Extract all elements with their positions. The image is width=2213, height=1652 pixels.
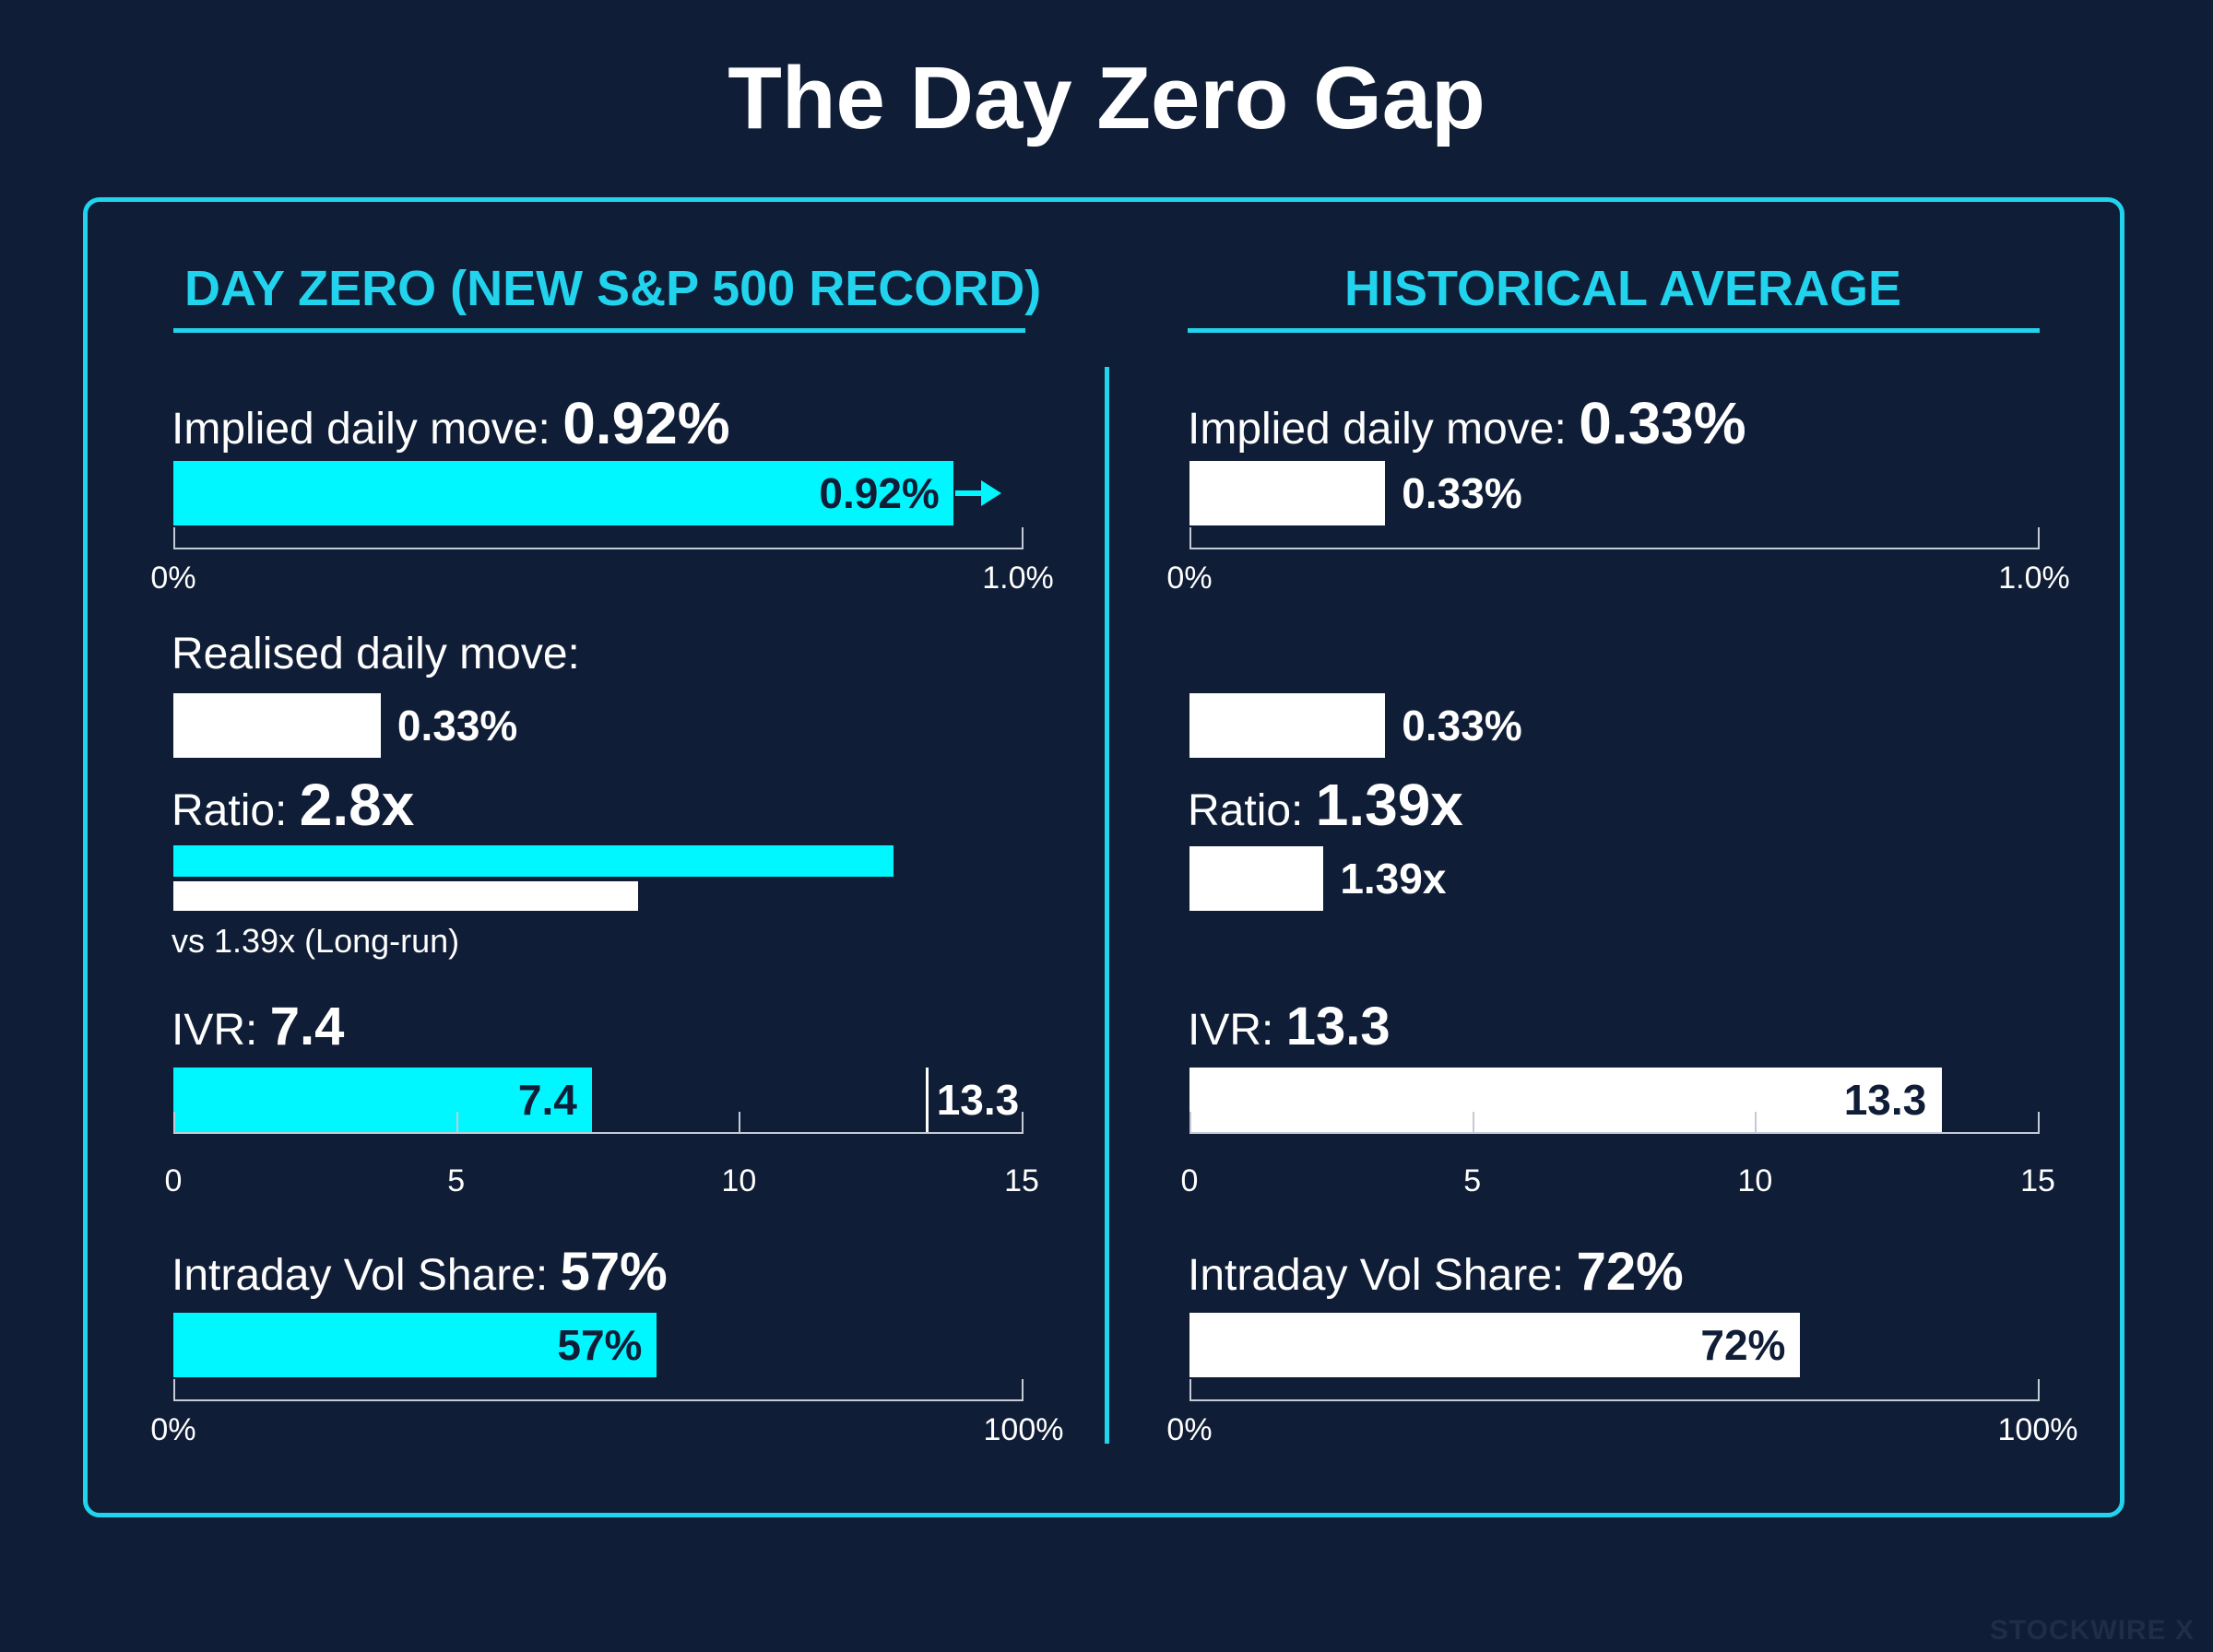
day-zero-realised-bar [173,693,381,758]
day-zero-ivr-tick [173,1112,175,1134]
day-zero-ivr-tick [739,1112,741,1134]
historical-implied-value: 0.33% [1579,390,1746,456]
day-zero-intraday-bar [173,1313,657,1377]
historical-realised-bar [1189,693,1386,758]
historical-realised-bar-label: 0.33% [1402,702,1522,749]
day-zero-ivr-tick [456,1112,458,1134]
historical-ivr-label-text: IVR: [1188,1006,1274,1055]
historical-intraday-tick-label-min: 0% [1166,1412,1213,1447]
day-zero-realised-bar-label: 0.33% [396,702,518,749]
historical-intraday-bar-label: 72% [1700,1321,1786,1369]
historical-intraday-label-text: Intraday Vol Share: [1188,1251,1565,1300]
historical-intraday-label: Intraday Vol Share: 72% [1188,1241,1684,1303]
panel-divider [1105,367,1109,1444]
day-zero-intraday-tick-min [173,1379,175,1401]
day-zero-header-underline [173,328,1025,333]
historical-header: HISTORICAL AVERAGE [1344,261,1902,316]
day-zero-ivr-tick-label: 15 [1004,1163,1039,1198]
historical-ivr-tick-label: 15 [2020,1163,2055,1198]
day-zero-ratio-label-text: Ratio: [172,786,288,835]
day-zero-intraday-label-text: Intraday Vol Share: [172,1251,549,1300]
day-zero-implied-value: 0.92% [562,390,730,456]
historical-ivr-axis [1189,1132,2040,1134]
historical-intraday-axis [1189,1399,2040,1401]
historical-ivr-bar [1189,1068,1942,1132]
day-zero-ratio-bar [173,845,893,877]
historical-ivr-tick [1755,1112,1757,1134]
day-zero-intraday-axis [173,1399,1024,1401]
day-zero-ivr-tick-label: 10 [721,1163,757,1198]
day-zero-implied-tick-min [173,527,175,549]
watermark-logo: STOCKWIRE X [1989,1615,2195,1646]
historical-implied-tick-min [1189,527,1191,549]
historical-implied-tick-label-min: 0% [1166,560,1213,596]
day-zero-ivr-label: IVR: 7.4 [172,996,344,1057]
day-zero-ivr-bar [173,1068,592,1132]
historical-ratio-label: Ratio: 1.39x [1188,771,1463,839]
historical-ratio-bar [1189,846,1324,911]
day-zero-ivr-tick-label: 0 [164,1163,183,1198]
day-zero-ratio-compare-bar [173,881,638,911]
day-zero-realised-label: Realised daily move: [172,630,580,678]
day-zero-ivr-marker-label: 13.3 [936,1076,1020,1124]
historical-ivr-bar-label: 13.3 [1843,1076,1927,1124]
historical-header-underline [1188,328,2040,333]
day-zero-ivr-axis [173,1132,1024,1134]
historical-ratio-label-text: Ratio: [1188,786,1304,835]
day-zero-implied-bar-label: 0.92% [819,469,940,517]
day-zero-ivr-bar-label: 7.4 [517,1076,577,1124]
historical-intraday-bar [1189,1313,1801,1377]
chart-title: The Day Zero Gap [728,49,1485,148]
day-zero-header: DAY ZERO (NEW S&P 500 RECORD) [184,261,1042,316]
historical-implied-label-text: Implied daily move: [1188,405,1567,454]
historical-ivr-tick [2038,1112,2040,1134]
historical-intraday-tick-min [1189,1379,1191,1401]
historical-ivr-tick-label: 10 [1737,1163,1773,1198]
day-zero-intraday-tick-label-max: 100% [983,1412,1064,1447]
historical-ivr-tick-label: 0 [1180,1163,1199,1198]
day-zero-ivr-marker [925,1068,929,1132]
historical-ivr-tick-label: 5 [1463,1163,1482,1198]
day-zero-ivr-label-text: IVR: [172,1006,258,1055]
historical-intraday-tick-label-max: 100% [1997,1412,2078,1447]
historical-ratio-bar-label: 1.39x [1340,855,1447,903]
day-zero-implied-arrow-icon [955,480,1002,506]
day-zero-implied-bar [173,461,954,525]
day-zero-implied-tick-label-max: 1.0% [982,560,1054,596]
day-zero-implied-tick-max [1022,527,1024,549]
day-zero-intraday-tick-max [1022,1379,1024,1401]
day-zero-ratio-note: vs 1.39x (Long-run) [172,922,460,960]
day-zero-intraday-tick-label-min: 0% [150,1412,196,1447]
historical-implied-tick-max [2038,527,2040,549]
historical-implied-bar-label: 0.33% [1402,469,1522,517]
day-zero-ivr-tick [1022,1112,1024,1134]
historical-ivr-tick [1472,1112,1474,1134]
day-zero-ratio-value: 2.8x [299,772,415,838]
day-zero-implied-tick-label-min: 0% [150,560,196,596]
historical-ivr-label: IVR: 13.3 [1188,996,1391,1057]
day-zero-ivr-tick-label: 5 [447,1163,466,1198]
day-zero-intraday-value: 57% [560,1242,668,1302]
day-zero-implied-label-text: Implied daily move: [172,405,550,454]
chart-frame [83,197,2124,1517]
historical-implied-axis [1189,548,2040,549]
day-zero-intraday-bar-label: 57% [557,1321,643,1369]
historical-ratio-value: 1.39x [1315,772,1463,838]
historical-intraday-value: 72% [1576,1242,1684,1302]
historical-ivr-value: 13.3 [1285,997,1391,1056]
day-zero-intraday-label: Intraday Vol Share: 57% [172,1241,668,1303]
historical-implied-bar [1189,461,1386,525]
historical-implied-label: Implied daily move: 0.33% [1188,389,1746,457]
historical-intraday-tick-max [2038,1379,2040,1401]
day-zero-implied-label: Implied daily move: 0.92% [172,389,730,457]
day-zero-implied-axis [173,548,1024,549]
historical-ivr-tick [1189,1112,1191,1134]
day-zero-ratio-label: Ratio: 2.8x [172,771,414,839]
historical-implied-tick-label-max: 1.0% [1998,560,2070,596]
day-zero-ivr-value: 7.4 [269,997,345,1056]
